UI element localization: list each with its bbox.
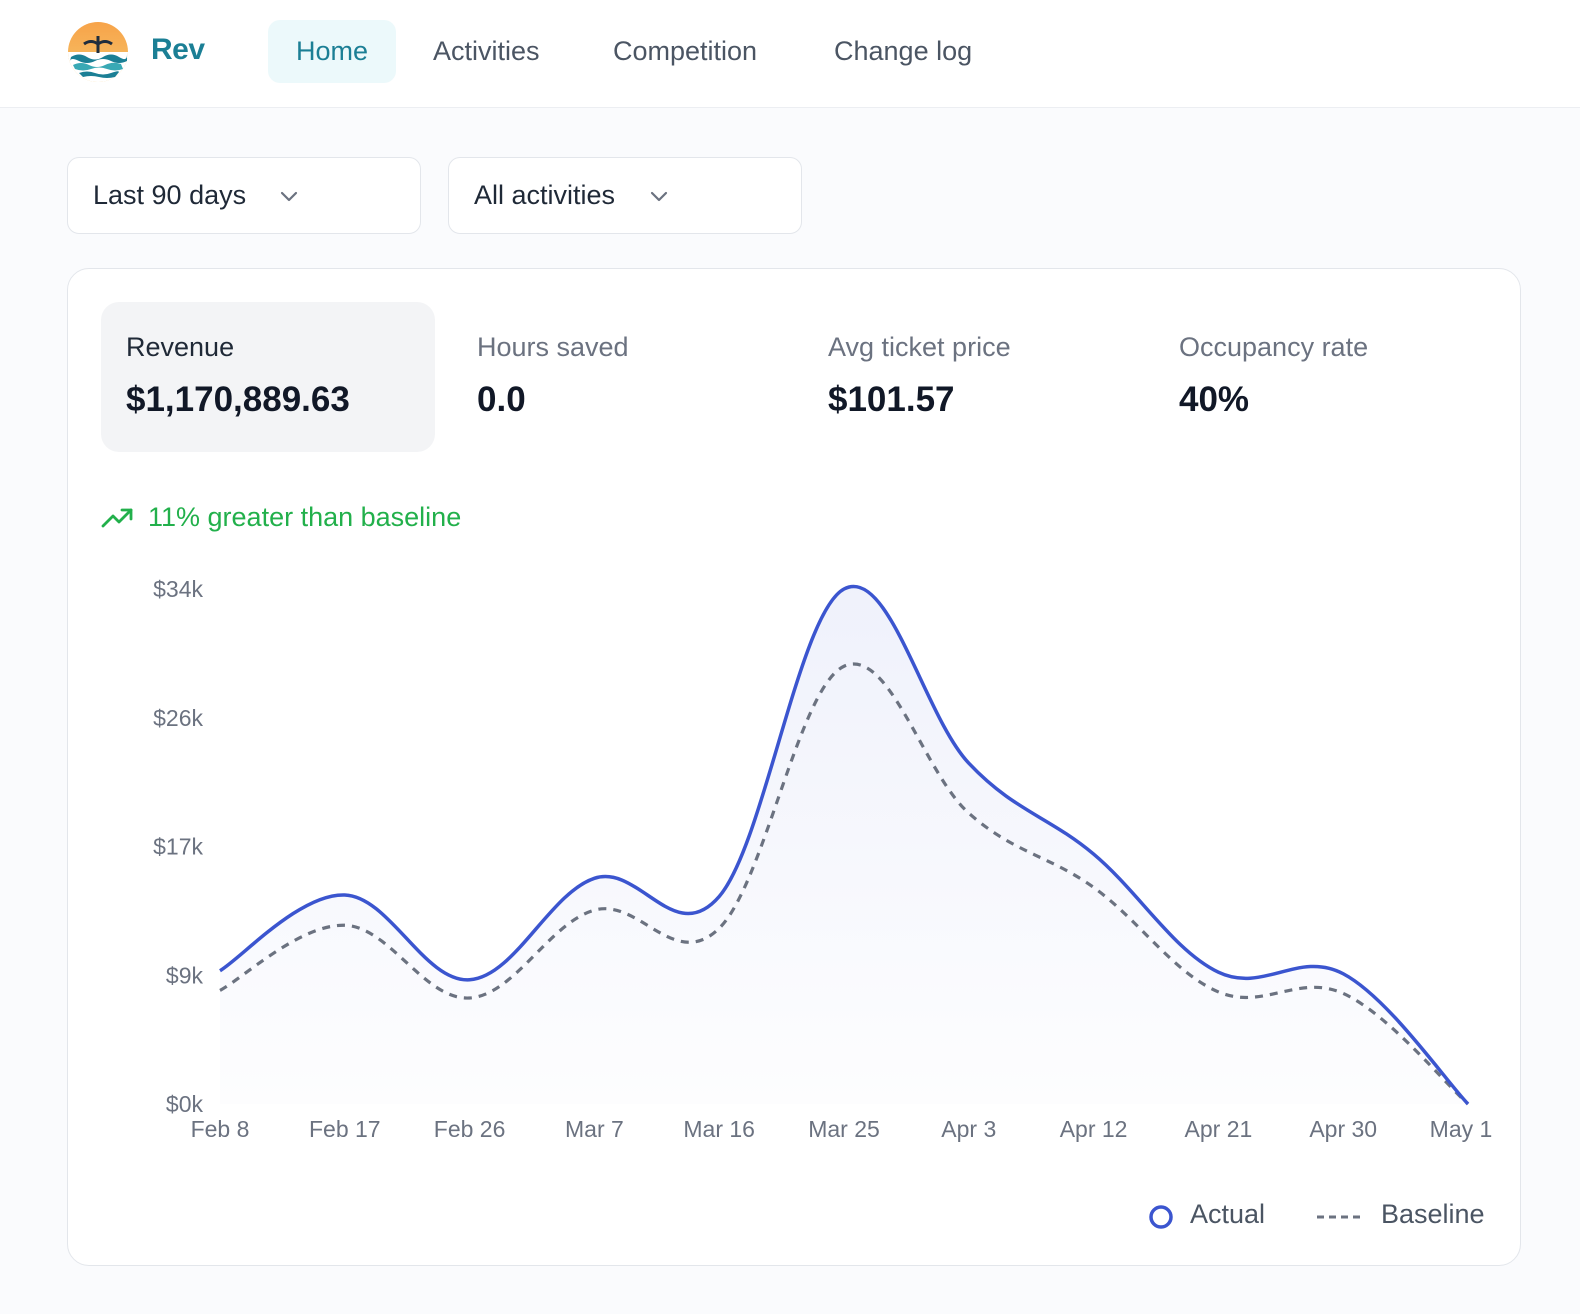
series-line-actual[interactable] <box>219 584 1470 1106</box>
y-tick-label: $26k <box>153 705 203 731</box>
legend-actual-marker <box>1149 1205 1173 1229</box>
legend-actual[interactable]: Actual <box>1148 1197 1278 1237</box>
x-tick-label: Apr 21 <box>1185 1116 1253 1142</box>
metric-value: $101.57 <box>828 380 955 419</box>
trend-text: 11% greater than baseline <box>148 502 462 532</box>
x-tick-label: Mar 16 <box>683 1116 755 1142</box>
metrics-card: Revenue $1,170,889.63 Hours saved 0.0 Av… <box>67 268 1521 1266</box>
metric-occupancy-rate[interactable]: Occupancy rate 40% <box>1154 302 1488 452</box>
tab-activities[interactable]: Activities <box>433 36 540 66</box>
legend-label: Baseline <box>1381 1199 1485 1229</box>
tab-home[interactable]: Home <box>268 20 397 83</box>
metric-label: Avg ticket price <box>828 332 1011 362</box>
brand-name: Rev <box>151 33 205 66</box>
legend-baseline-marker <box>1317 1215 1365 1219</box>
x-tick-label: Apr 12 <box>1060 1116 1128 1142</box>
legend-label: Actual <box>1190 1199 1266 1229</box>
trending-up-icon <box>101 508 133 528</box>
revenue-chart: $34k $26k $17k $9k $0k Feb 8 Feb 17 Feb 26 Mar … <box>153 576 1493 1142</box>
rev-logo-icon[interactable] <box>67 21 129 83</box>
metric-value: $1,170,889.63 <box>126 380 350 419</box>
chevron-down-icon <box>650 191 668 202</box>
y-tick-label: $0k <box>166 1091 204 1117</box>
date-range-select[interactable]: Last 90 days <box>67 157 421 234</box>
y-tick-label: $17k <box>153 834 203 860</box>
x-tick-label: Apr 3 <box>941 1116 996 1142</box>
legend-baseline[interactable]: Baseline <box>1316 1197 1496 1237</box>
x-tick-label: Feb 17 <box>309 1116 381 1142</box>
tab-competition[interactable]: Competition <box>613 36 758 66</box>
activity-select[interactable]: All activities <box>448 157 802 234</box>
tab-change-log[interactable]: Change log <box>834 36 973 66</box>
actual-area-fill <box>220 586 1468 1104</box>
metric-label: Occupancy rate <box>1179 332 1369 362</box>
x-tick-label: Mar 7 <box>565 1116 624 1142</box>
top-navigation-bar: Rev Home Activities Competition Change l… <box>0 0 1580 108</box>
metric-hours-saved[interactable]: Hours saved 0.0 <box>452 302 786 452</box>
date-range-value: Last 90 days <box>93 180 247 210</box>
chevron-down-icon <box>280 191 298 202</box>
series-line-baseline[interactable] <box>219 662 1470 1106</box>
metric-label: Revenue <box>126 332 235 362</box>
metric-revenue[interactable]: Revenue $1,170,889.63 <box>101 302 435 452</box>
x-tick-label: May 1 <box>1430 1116 1493 1142</box>
x-tick-label: Feb 26 <box>434 1116 506 1142</box>
activity-value: All activities <box>474 180 616 210</box>
x-tick-label: Mar 25 <box>808 1116 880 1142</box>
metric-value: 0.0 <box>477 380 526 419</box>
metric-avg-ticket-price[interactable]: Avg ticket price $101.57 <box>803 302 1137 452</box>
x-tick-label: Feb 8 <box>191 1116 250 1142</box>
metric-value: 40% <box>1179 380 1250 419</box>
y-tick-label: $9k <box>166 962 204 988</box>
x-tick-label: Apr 30 <box>1309 1116 1377 1142</box>
metric-label: Hours saved <box>477 332 629 362</box>
y-tick-label: $34k <box>153 576 203 602</box>
